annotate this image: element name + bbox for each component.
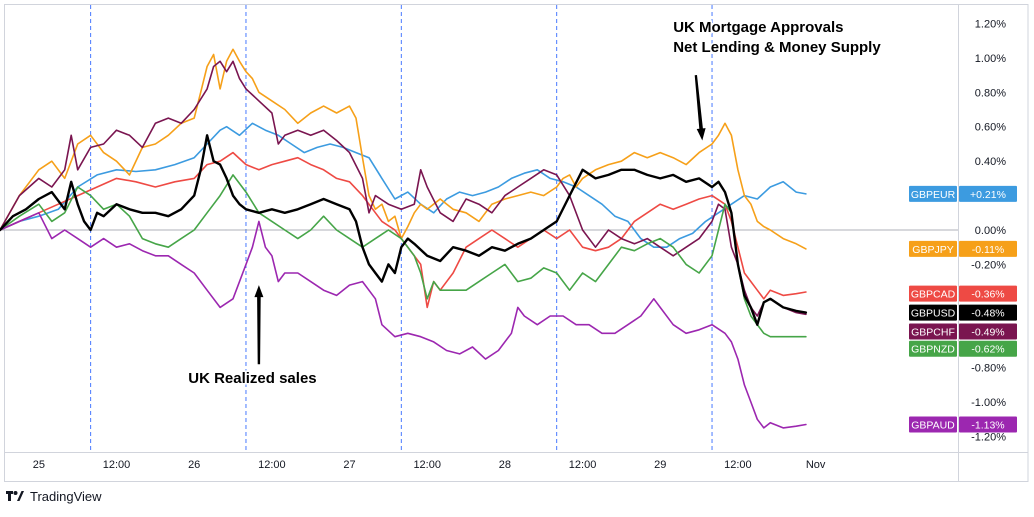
series-line-gbpnzd [0,174,807,338]
series-line-gbpusd [0,134,808,326]
badge-gbpeur: GBPEUR +0.21% [909,185,1017,202]
badge-gbpnzd: GBPNZD -0.62% [909,340,1017,357]
badge-name: GBPCHF [911,327,955,339]
badge-value: -0.49% [971,327,1004,339]
x-tick-label: Nov [806,459,826,471]
y-tick-label: -0.20% [971,259,1006,271]
chart-frame [4,4,1029,482]
annotation-text: Net Lending & Money Supply [673,39,881,56]
series-line-gbpjpy [0,48,807,250]
badge-value: -0.62% [971,344,1004,356]
annotation-0: UK Realized sales [187,285,318,389]
series-line-gbpaud [0,212,807,429]
badge-value-bg [959,340,1017,357]
badge-gbpaud: GBPAUD -1.13% [909,416,1017,433]
tradingview-footer: TradingView [6,488,102,504]
badge-name-bg [909,416,957,433]
badge-name-bg [909,185,957,202]
tradingview-brand: TradingView [30,488,102,504]
y-tick-label: -1.00% [971,397,1006,409]
series-line-gbpchf [0,60,807,317]
badge-name: GBPCAD [911,289,956,301]
badge-name: GBPEUR [911,189,956,201]
badge-value: -0.36% [971,289,1004,301]
x-tick-label: 28 [499,459,511,471]
y-tick-label: 0.60% [975,122,1006,134]
y-tick-label: -0.80% [971,363,1006,375]
tradingview-logo-icon [6,490,24,502]
badge-name: GBPNZD [911,344,955,356]
series-line-gbpeur [0,122,807,248]
badge-gbpusd: GBPUSD -0.48% [909,304,1017,321]
y-tick-label: -1.20% [971,432,1006,444]
x-tick-label: 12:00 [103,459,131,471]
badge-value: -1.13% [971,419,1004,431]
badge-value-bg [959,323,1017,340]
badge-name-bg [909,323,957,340]
badge-name: GBPUSD [911,308,956,320]
x-tick-label: 12:00 [258,459,286,471]
annotation-arrow [254,285,264,365]
badge-name-bg [909,285,957,302]
badge-value-bg [959,285,1017,302]
badge-name-bg [909,240,957,257]
badge-value-bg [959,240,1017,257]
y-tick-label: 0.80% [975,87,1006,99]
annotation-1: UK Mortgage Approvals Net Lending & Money… [672,18,883,141]
badge-value-bg [959,304,1017,321]
x-tick-label: 12:00 [569,459,597,471]
annotation-text: UK Mortgage Approvals [673,19,843,36]
y-tick-label: 1.20% [975,18,1006,30]
badge-gbpjpy: GBPJPY -0.11% [909,240,1017,257]
y-tick-label: 0.00% [975,225,1006,237]
badge-name-bg [909,304,957,321]
x-tick-label: 27 [343,459,355,471]
x-tick-label: 29 [654,459,666,471]
badge-gbpcad: GBPCAD -0.36% [909,285,1017,302]
annotation-text: UK Realized sales [188,370,316,387]
badge-name: GBPAUD [911,419,955,431]
badge-gbpchf: GBPCHF -0.49% [909,323,1017,340]
x-tick-label: 26 [188,459,200,471]
badge-value-bg [959,185,1017,202]
badge-name: GBPJPY [912,244,953,256]
badge-value: -0.48% [971,308,1004,320]
x-tick-label: 25 [33,459,45,471]
badge-value: +0.21% [970,189,1006,201]
y-tick-label: 0.40% [975,156,1006,168]
x-tick-label: 12:00 [413,459,441,471]
x-tick-label: 12:00 [724,459,752,471]
badge-name-bg [909,340,957,357]
badge-value: -0.11% [972,244,1005,256]
annotation-arrow [694,75,706,141]
y-tick-label: 1.00% [975,53,1006,65]
badge-value-bg [959,416,1017,433]
